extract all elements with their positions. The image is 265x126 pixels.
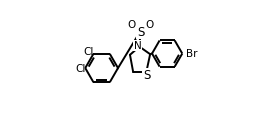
Text: N: N bbox=[134, 41, 142, 51]
Text: Cl: Cl bbox=[83, 47, 94, 57]
Text: S: S bbox=[143, 69, 151, 82]
Text: S: S bbox=[137, 26, 144, 39]
Text: O: O bbox=[145, 20, 154, 30]
Text: O: O bbox=[128, 20, 136, 30]
Text: Cl: Cl bbox=[75, 64, 85, 74]
Text: Br: Br bbox=[186, 49, 197, 59]
